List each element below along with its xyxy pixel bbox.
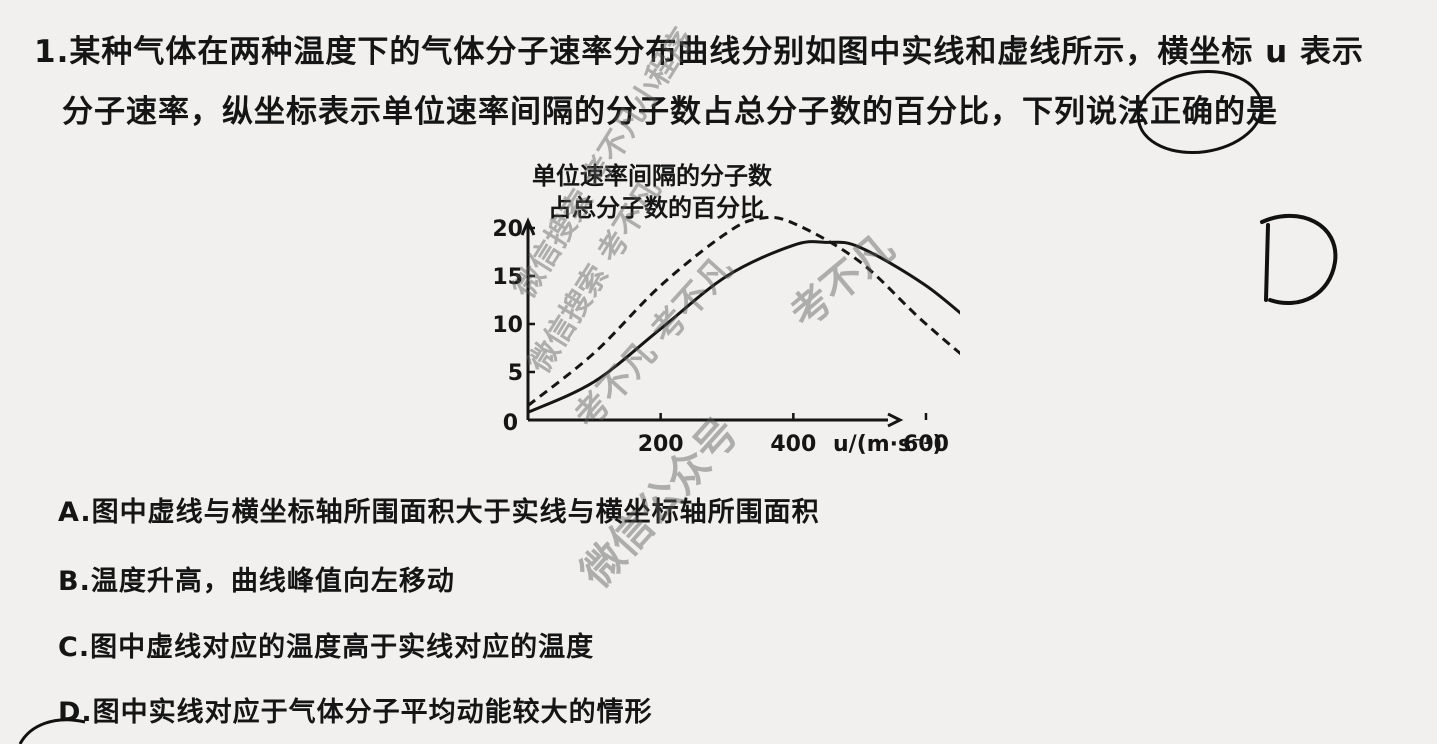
option-c: C.图中虚线对应的温度高于实线对应的温度 bbox=[58, 632, 595, 663]
y-tick-label: 5 bbox=[508, 361, 523, 386]
x-axis-label: u/(m·s⁻¹) bbox=[833, 432, 942, 457]
y-tick-label: 20 bbox=[492, 217, 523, 242]
origin-label: 0 bbox=[503, 411, 518, 436]
speed-distribution-chart: 20040060080051015200u/(m·s⁻¹) bbox=[492, 215, 960, 457]
option-d: D.图中实线对应于气体分子平均动能较大的情形 bbox=[58, 697, 653, 728]
x-tick-label: 200 bbox=[638, 432, 684, 457]
x-tick-label: 600 bbox=[903, 432, 949, 457]
option-a: A.图中虚线与横坐标轴所围面积大于实线与横坐标轴所围面积 bbox=[58, 497, 820, 528]
handwritten-arc-mark bbox=[18, 718, 86, 744]
handwritten-answer-d bbox=[1260, 213, 1338, 306]
x-axis-arrow bbox=[887, 412, 904, 428]
watermark-group: 微信搜索 考不凡 微信搜索 考不凡小程序 考不凡 考不凡 考不凡 微信公众号 bbox=[507, 22, 904, 597]
watermark-text-5: 微信公众号 bbox=[570, 408, 748, 598]
dashed-curve-series bbox=[527, 215, 960, 407]
y-tick-label: 15 bbox=[492, 265, 523, 290]
y-axis-arrow bbox=[520, 217, 536, 236]
question-line-1: 1.某种气体在两种温度下的气体分子速率分布曲线分别如图中实线和虚线所示，横坐标 … bbox=[34, 34, 1364, 70]
chart-ylabel-line1: 单位速率间隔的分子数 bbox=[532, 162, 772, 190]
chart-ylabel-line2: 占总分子数的百分比 bbox=[548, 194, 764, 222]
solid-curve-series bbox=[527, 240, 960, 414]
handwritten-circle-mark bbox=[1136, 69, 1264, 155]
question-line-2: 分子速率，纵坐标表示单位速率间隔的分子数占总分子数的百分比，下列说法正确的是 bbox=[62, 94, 1278, 130]
x-tick-label: 400 bbox=[770, 432, 816, 457]
watermark-text-3: 考不凡 bbox=[782, 225, 903, 337]
y-tick-label: 10 bbox=[492, 313, 523, 338]
option-b: B.温度升高，曲线峰值向左移动 bbox=[58, 566, 455, 597]
